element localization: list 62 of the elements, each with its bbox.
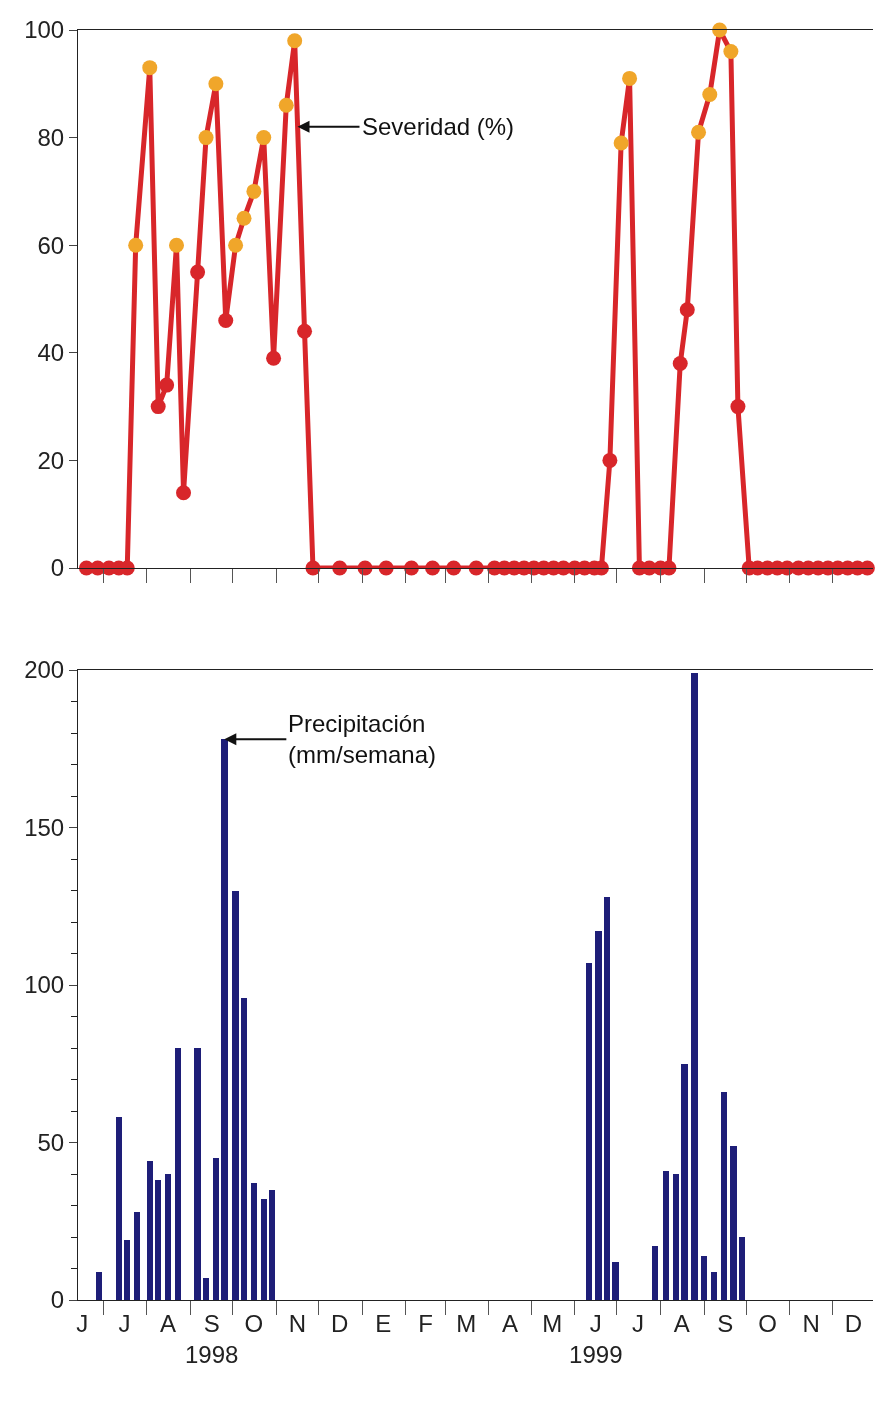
y-tick-label: 200 xyxy=(24,656,65,684)
bar xyxy=(116,1117,122,1300)
y-tick-label: 150 xyxy=(24,813,65,841)
bar xyxy=(681,1064,688,1300)
bar xyxy=(175,1048,181,1300)
bar xyxy=(261,1199,267,1300)
bar xyxy=(194,1048,201,1300)
x-tick-label: M xyxy=(542,1309,563,1337)
y-tick-label: 0 xyxy=(50,554,65,582)
bar xyxy=(232,891,239,1300)
y-tick-label: 100 xyxy=(24,16,65,44)
y-tick-label: 50 xyxy=(37,1128,65,1156)
bar xyxy=(213,1158,219,1300)
y-tick-label: 100 xyxy=(24,971,65,999)
bar xyxy=(721,1092,727,1300)
x-tick-label: S 1998 xyxy=(184,1309,239,1368)
annotation: Severidad (%) xyxy=(362,113,515,140)
y-tick-label: 20 xyxy=(37,446,65,474)
x-tick-label: D xyxy=(844,1309,862,1337)
bar xyxy=(124,1240,130,1300)
y-tick-label: 60 xyxy=(37,231,65,259)
y-tick-label: 80 xyxy=(37,124,65,151)
x-tick-label: A xyxy=(501,1309,518,1337)
x-tick-label: A xyxy=(673,1309,690,1337)
bar xyxy=(96,1272,102,1300)
x-tick-label: A xyxy=(160,1309,177,1337)
bar xyxy=(134,1212,140,1300)
bar xyxy=(691,673,698,1300)
x-tick-label: J 1999 xyxy=(569,1309,623,1368)
bar xyxy=(586,963,592,1300)
x-tick-label: F xyxy=(418,1309,433,1337)
bar xyxy=(155,1180,161,1300)
bar xyxy=(612,1262,619,1300)
y-tick-label: 40 xyxy=(37,339,65,367)
x-tick-label: J xyxy=(76,1309,89,1337)
bar xyxy=(711,1272,717,1300)
annotation: Precipitación (mm/semana) xyxy=(288,710,437,769)
bar xyxy=(241,998,247,1300)
x-tick-label: D xyxy=(331,1309,349,1337)
bar xyxy=(595,931,602,1300)
x-tick-label: N xyxy=(802,1309,820,1337)
bar xyxy=(739,1237,745,1300)
x-tick-label: O xyxy=(758,1309,777,1337)
x-tick-label: M xyxy=(456,1309,477,1337)
bar xyxy=(251,1183,257,1300)
bar xyxy=(652,1246,658,1300)
x-tick-label: E xyxy=(375,1309,392,1337)
bar xyxy=(673,1174,679,1300)
bar xyxy=(701,1256,707,1300)
bar xyxy=(730,1146,737,1300)
bar xyxy=(147,1161,153,1300)
bar xyxy=(604,897,610,1300)
y-tick-label: 0 xyxy=(50,1286,65,1314)
x-tick-label: O xyxy=(244,1309,264,1337)
bar xyxy=(269,1190,275,1300)
bar xyxy=(663,1171,669,1300)
x-tick-label: J xyxy=(118,1309,131,1337)
bar xyxy=(165,1174,171,1300)
x-tick-label: N xyxy=(288,1309,307,1337)
x-tick-label: J xyxy=(632,1309,645,1337)
bar xyxy=(203,1278,209,1300)
x-tick-label: S xyxy=(717,1309,734,1337)
